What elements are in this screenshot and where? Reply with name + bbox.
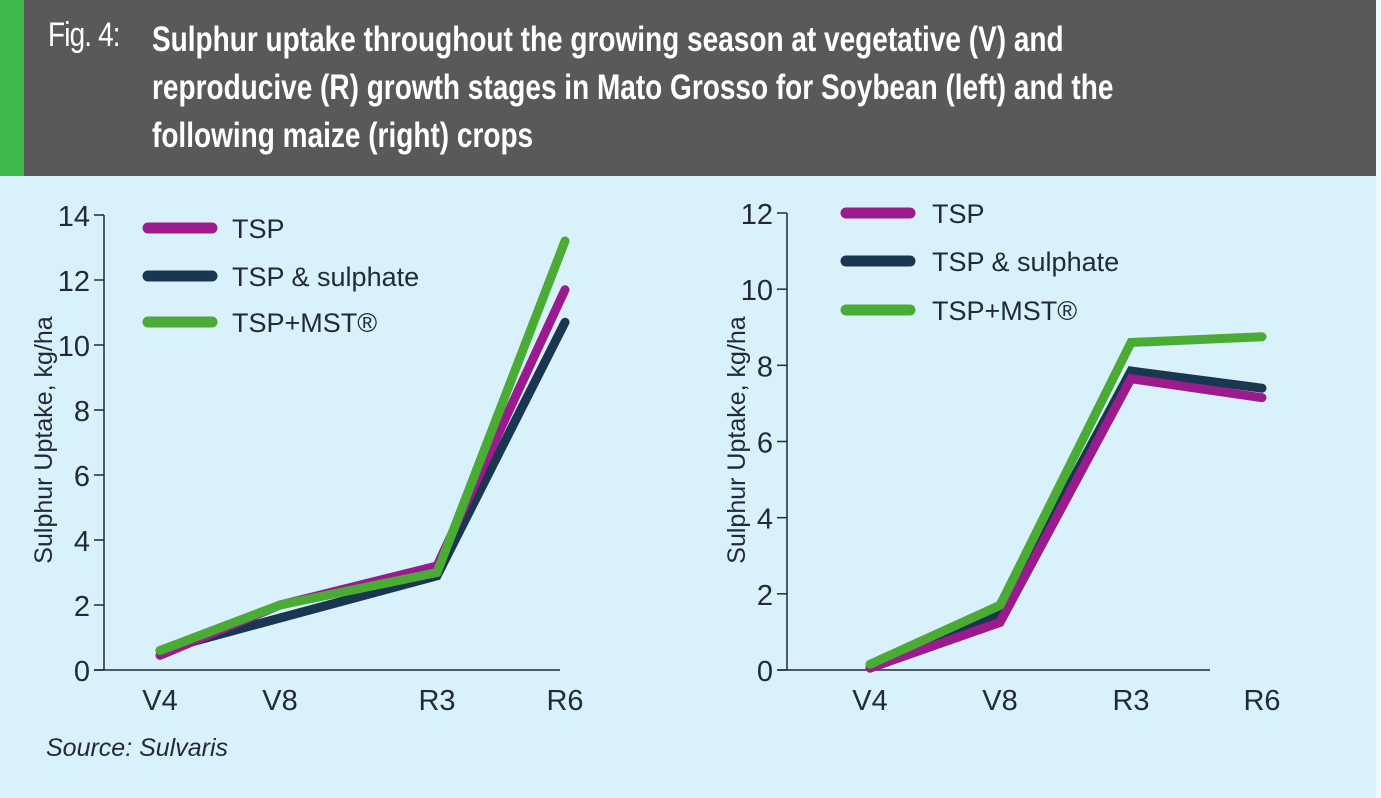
series-line-tsp-sulphate [865, 366, 1267, 673]
x-tick-label: R3 [1112, 685, 1149, 717]
figure-title: Sulphur uptake throughout the growing se… [152, 16, 1272, 160]
y-axis-title: Sulphur Uptake, kg/ha [723, 316, 751, 563]
legend-label: TSP+MST® [232, 308, 377, 338]
series-line-tsp-sulphate [155, 317, 570, 655]
legend-label: TSP+MST® [932, 296, 1077, 326]
page-edge [1376, 0, 1381, 798]
series-line-tsp [155, 285, 570, 660]
legend-label: TSP & sulphate [232, 262, 419, 292]
legend-label: TSP [932, 199, 985, 229]
legend-label: TSP & sulphate [932, 247, 1119, 277]
series-line-tsp-mst- [865, 332, 1267, 669]
chart-maize: 0 2 4 6 8 10 12 V4 V8 R3 R6 Sulphur Uptake, kg/ha TS… [723, 199, 1281, 717]
y-tick-label: 6 [74, 461, 90, 493]
y-tick-label: 12 [741, 199, 773, 231]
series-line-tsp-mst- [155, 236, 570, 655]
x-tick-label: R3 [418, 685, 455, 717]
chart-soybean: 0 2 4 6 8 10 12 14 V4 V8 R3 R6 Sulphur Uptake, kg/ha… [30, 201, 584, 717]
y-axis-title: Sulphur Uptake, kg/ha [30, 316, 58, 563]
x-tick-label: V8 [982, 685, 1017, 717]
y-tick-label: 12 [58, 266, 90, 298]
y-tick-label: 4 [74, 526, 90, 558]
figure-title-line: Sulphur uptake throughout the growing se… [152, 20, 1064, 59]
source-note: Source: Sulvaris [46, 734, 229, 762]
x-tick-label: R6 [546, 685, 583, 717]
x-tick-label: R6 [1243, 685, 1280, 717]
y-tick-label: 10 [58, 331, 90, 363]
y-tick-label: 4 [757, 504, 773, 536]
y-tick-label: 10 [741, 275, 773, 307]
figure-header: Fig. 4: Sulphur uptake throughout the gr… [0, 0, 1376, 176]
y-tick-label: 8 [74, 396, 90, 428]
series-line-tsp [865, 373, 1267, 673]
figure-title-line: reproducive (R) growth stages in Mato Gr… [152, 68, 1114, 107]
x-tick-label: V4 [852, 685, 887, 717]
header-accent-bar [0, 0, 24, 176]
y-tick-label: 0 [74, 656, 90, 688]
y-tick-label: 14 [58, 201, 90, 233]
y-tick-label: 0 [757, 656, 773, 688]
y-tick-label: 6 [757, 428, 773, 460]
y-tick-label: 8 [757, 351, 773, 383]
x-tick-label: V8 [262, 685, 297, 717]
y-tick-label: 2 [757, 580, 773, 612]
legend-label: TSP [232, 214, 285, 244]
x-tick-label: V4 [142, 685, 177, 717]
y-tick-label: 2 [74, 591, 90, 623]
figure-title-line: following maize (right) crops [152, 116, 534, 155]
figure-number: Fig. 4: [48, 16, 121, 54]
